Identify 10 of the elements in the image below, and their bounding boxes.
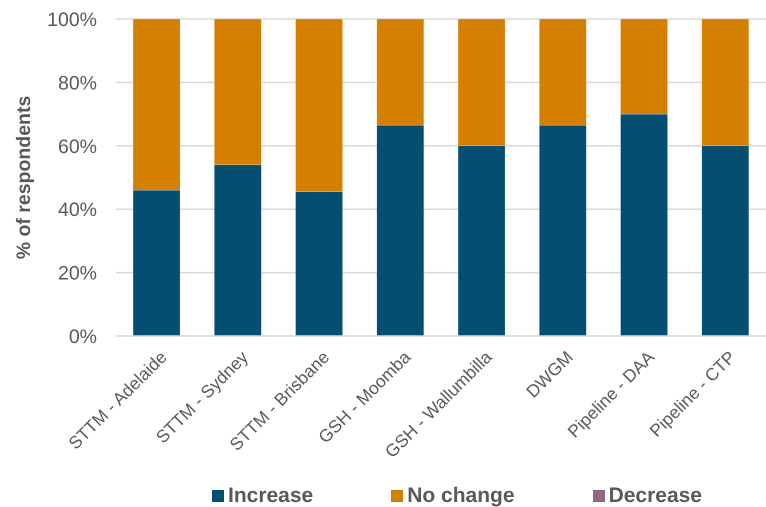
y-tick-label: 80% — [58, 72, 97, 94]
y-axis-title: % of respondents — [13, 96, 35, 260]
y-tick-label: 60% — [58, 136, 97, 158]
y-tick-label: 40% — [58, 199, 97, 222]
y-tick-label: 100% — [47, 9, 97, 31]
legend-label: Increase — [228, 484, 314, 507]
legend-label: No change — [407, 484, 515, 507]
y-tick-label: 20% — [58, 262, 97, 285]
legend-label: Decrease — [608, 484, 702, 507]
y-tick-label: 0% — [68, 326, 97, 348]
